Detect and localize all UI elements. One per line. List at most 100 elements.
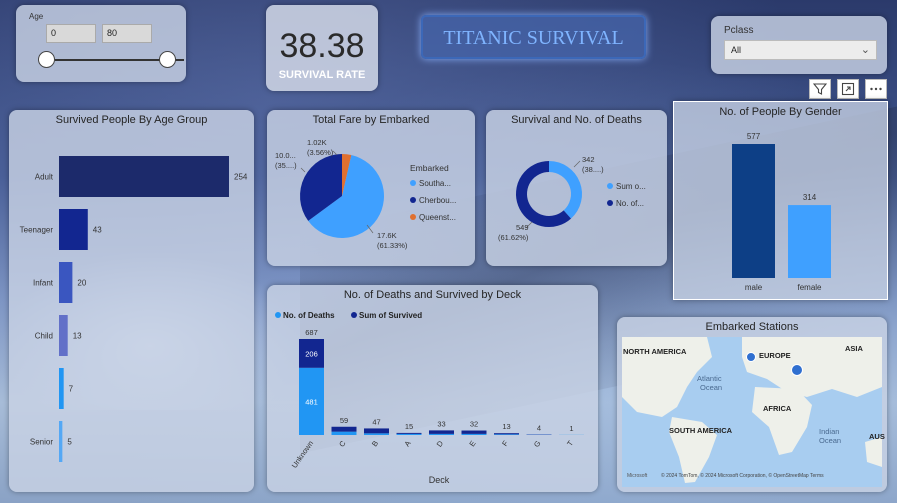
age-slicer-label: Age (29, 12, 44, 21)
age-category-label: Adult (35, 173, 54, 182)
map-ocean-label: Ocean (700, 383, 722, 392)
deck-category-label: D (435, 439, 446, 449)
embarked-map-title: Embarked Stations (705, 321, 799, 333)
map-ocean-label: Indian (819, 427, 839, 436)
survival-deaths-chart-card: Survival and No. of Deaths 342 (38....) 54… (486, 110, 667, 266)
survival-legend-label: No. of... (616, 199, 644, 208)
gender-chart-card: No. of People By Gender 577 male 314 female (673, 101, 888, 300)
gender-bar (788, 205, 831, 278)
deck-category-label: C (337, 439, 348, 449)
deck-chart: No. of Deaths Sum of Survived 481 206 687 Unk… (275, 311, 584, 485)
fare-pie-slice (342, 154, 352, 196)
north-america-shape (622, 337, 712, 417)
fare-legend-title: Embarked (410, 163, 449, 173)
age-min-input[interactable]: 0 (46, 24, 96, 43)
focus-mode-icon[interactable] (837, 79, 859, 99)
deck-category-label: G (532, 439, 543, 449)
deck-axis-label: Deck (429, 475, 450, 485)
survival-legend-label: Sum o... (616, 182, 646, 191)
deck-total-label: 1 (569, 424, 573, 433)
embarked-map[interactable]: NORTH AMERICA EUROPEASIAAtlanticOceanAFRI… (617, 317, 887, 492)
age-bar (59, 209, 88, 250)
more-options-icon[interactable] (865, 79, 887, 99)
fare-legend-marker (410, 197, 416, 203)
deck-total-label: 687 (305, 328, 318, 337)
survival-pct-label: (38....) (582, 165, 604, 174)
filter-icon[interactable] (809, 79, 831, 99)
fare-value-label: 10.0... (275, 151, 296, 160)
deck-legend-marker (351, 312, 357, 318)
fare-legend-marker (410, 180, 416, 186)
pclass-selected-value: All (731, 45, 742, 55)
age-bar (59, 421, 63, 462)
deaths-value-label: 549 (516, 223, 529, 232)
gender-value-label: 314 (803, 193, 817, 202)
deck-survived-bar (331, 426, 357, 432)
deck-category-label: F (500, 439, 510, 448)
map-ocean-label: Ocean (819, 436, 841, 445)
age-max-input[interactable]: 80 (102, 24, 152, 43)
age-slider-min-handle[interactable] (38, 51, 55, 68)
age-value-label: 43 (93, 226, 102, 235)
map-region-label: SOUTH AMERICA (669, 426, 733, 435)
pclass-slicer-label: Pclass (724, 25, 754, 36)
fare-legend-label: Cherbou... (419, 196, 456, 205)
age-value-label: 5 (67, 438, 72, 447)
fare-leader-line (332, 150, 338, 156)
age-slider-track[interactable] (55, 59, 184, 61)
fare-pie-slice (308, 155, 384, 238)
deck-survived-bar (299, 339, 324, 368)
survival-donut-segment (516, 161, 571, 227)
deck-survived-bar (429, 430, 454, 434)
age-category-label: Senior (30, 438, 53, 447)
age-value-label: 7 (69, 385, 74, 394)
fare-pct-label: (3.56%) (307, 148, 334, 157)
fare-leader-line (300, 167, 306, 173)
survival-deaths-chart-title: Survival and No. of Deaths (511, 114, 642, 126)
map-region-label: AUS (869, 432, 885, 441)
fare-leader-line (366, 224, 374, 234)
deck-legend-label: Sum of Survived (359, 311, 422, 320)
age-category-label: Child (35, 332, 53, 341)
deck-survived-bar (364, 428, 389, 434)
deaths-pct-label: (61.62%) (498, 233, 529, 242)
deck-total-label: 13 (502, 422, 510, 431)
deck-chart-card: No. of Deaths and Survived by Deck No. o… (267, 285, 598, 492)
chevron-down-icon: ⌄ (860, 44, 870, 56)
survival-rate-value: 38.38 (279, 27, 365, 65)
pclass-dropdown[interactable]: All ⌄ (724, 40, 877, 60)
gender-bar (732, 144, 775, 278)
age-slider-max-handle[interactable] (159, 51, 176, 68)
age-slicer: Age 0 80 (16, 5, 186, 82)
deck-total-label: 4 (537, 423, 541, 432)
deck-total-label: 59 (340, 416, 348, 425)
age-category-label: Infant (33, 279, 54, 288)
survival-legend-marker (607, 183, 613, 189)
south-america-shape (669, 417, 717, 483)
deck-deaths-bar (364, 433, 389, 435)
deck-deaths-bar (396, 433, 422, 435)
deck-category-label: Unknown (290, 439, 315, 470)
embarked-location-marker (746, 352, 756, 362)
deck-total-label: 47 (372, 417, 380, 426)
age-bar (59, 262, 73, 303)
survival-legend-marker (607, 200, 613, 206)
embarked-map-card: Embarked Stations NORTH AMERICA EUROPE ASI… (617, 317, 887, 492)
deck-chart-title: No. of Deaths and Survived by Deck (343, 289, 522, 301)
pclass-slicer: Pclass All ⌄ (711, 16, 887, 74)
deck-category-label: B (370, 439, 380, 448)
fare-pct-label: (35....) (275, 161, 297, 170)
fare-value-label: 17.6K (377, 231, 397, 240)
deck-survived-label: 206 (305, 349, 318, 358)
fare-pie-slice (300, 154, 342, 221)
gender-value-label: 577 (747, 132, 761, 141)
survival-value-label: 342 (582, 155, 595, 164)
gender-category-label: female (797, 283, 822, 292)
deck-category-label: A (402, 439, 412, 448)
fare-pct-label: (61.33%) (377, 241, 408, 250)
age-value-label: 20 (77, 279, 86, 288)
deck-category-label: T (565, 439, 575, 448)
map-region-label: NORTH AMERICA (623, 347, 687, 356)
map-attribution: © 2024 TomTom, © 2024 Microsoft Corporat… (661, 472, 824, 479)
deck-deaths-bar (429, 433, 454, 435)
